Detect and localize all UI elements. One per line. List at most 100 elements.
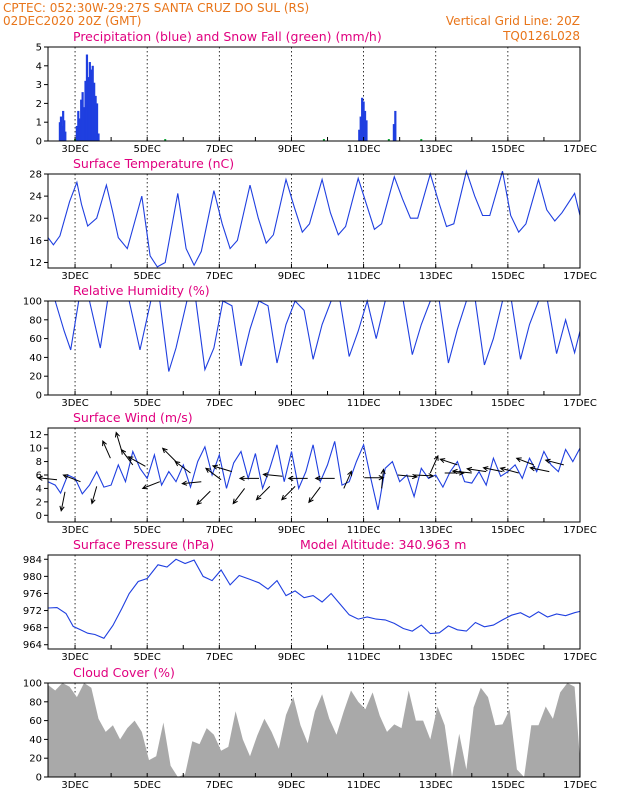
cloud-panel bbox=[44, 682, 581, 778]
pressure-y-tick-label: 964 bbox=[23, 640, 42, 651]
wind-arrow bbox=[127, 456, 146, 467]
precip-y-tick-label: 4 bbox=[36, 61, 42, 72]
pressure-note: Model Altitude: 340.963 m bbox=[300, 537, 466, 552]
pressure-y-tick-label: 984 bbox=[23, 555, 42, 566]
cloud-title: Cloud Cover (%) bbox=[73, 665, 175, 680]
cloud-x-tick-label: 15DEC bbox=[491, 780, 525, 791]
precip-x-tick-label: 5DEC bbox=[133, 144, 160, 155]
precip-bar bbox=[358, 129, 361, 141]
precip-x-tick-label: 15DEC bbox=[491, 144, 525, 155]
precip-bar bbox=[88, 62, 91, 141]
precip-bar bbox=[82, 107, 86, 141]
precip-x-tick-label: 3DEC bbox=[61, 144, 88, 155]
cloud-x-tick-label: 7DEC bbox=[206, 780, 233, 791]
cloud-y-tick-label: 0 bbox=[36, 773, 42, 784]
wind-arrow bbox=[262, 472, 283, 478]
wind-arrow bbox=[466, 466, 487, 473]
wind-panel bbox=[36, 427, 581, 523]
snow-bar bbox=[322, 139, 325, 141]
temp-x-tick-label: 11DEC bbox=[347, 271, 381, 282]
wind-y-tick-label: 4 bbox=[36, 484, 42, 495]
wind-arrow bbox=[141, 481, 160, 490]
precip-bar bbox=[365, 120, 368, 141]
cloud-y-tick-label: 80 bbox=[29, 697, 42, 708]
precip-bar bbox=[84, 80, 87, 141]
wind-arrow bbox=[314, 475, 335, 481]
wind-arrow bbox=[161, 447, 177, 462]
rh-y-tick-label: 40 bbox=[29, 353, 42, 364]
precip-bar bbox=[91, 65, 94, 141]
wind-arrow bbox=[544, 458, 564, 466]
wind-x-tick-label: 11DEC bbox=[347, 525, 381, 536]
precip-bar bbox=[87, 77, 90, 141]
cloud-x-tick-label: 13DEC bbox=[419, 780, 453, 791]
precip-x-tick-label: 9DEC bbox=[278, 144, 305, 155]
wind-arrow bbox=[499, 466, 519, 474]
wind-arrow bbox=[238, 475, 259, 481]
header-date: 02DEC2020 20Z (GMT) bbox=[3, 14, 141, 28]
wind-arrow bbox=[62, 474, 81, 483]
header-grid-note: Vertical Grid Line: 20Z bbox=[446, 14, 580, 28]
precip-title: Precipitation (blue) and Snow Fall (gree… bbox=[73, 29, 382, 44]
temp-x-tick-label: 17DEC bbox=[563, 271, 597, 282]
wind-x-tick-label: 7DEC bbox=[206, 525, 233, 536]
wind-arrow bbox=[280, 486, 296, 501]
rh-x-tick-label: 3DEC bbox=[61, 398, 88, 409]
precip-y-tick-label: 5 bbox=[36, 43, 42, 54]
precip-bar bbox=[85, 54, 89, 141]
wind-arrow bbox=[308, 486, 321, 504]
temp-title: Surface Temperature (nC) bbox=[73, 156, 234, 171]
temp-panel bbox=[44, 169, 581, 269]
precip-y-tick-label: 2 bbox=[36, 99, 42, 110]
pressure-panel bbox=[44, 554, 581, 650]
rh-x-tick-label: 9DEC bbox=[278, 398, 305, 409]
rh-x-tick-label: 15DEC bbox=[491, 398, 525, 409]
wind-arrow bbox=[529, 466, 550, 473]
wind-x-tick-label: 17DEC bbox=[563, 525, 597, 536]
wind-arrow bbox=[429, 454, 439, 474]
temp-x-tick-label: 15DEC bbox=[491, 271, 525, 282]
pressure-x-tick-label: 15DEC bbox=[491, 652, 525, 663]
temp-series-line bbox=[47, 169, 581, 268]
rh-y-tick-label: 20 bbox=[29, 372, 42, 383]
precip-x-tick-label: 17DEC bbox=[563, 144, 597, 155]
cloud-cover-area bbox=[48, 683, 580, 777]
wind-arrow bbox=[90, 486, 98, 505]
pressure-x-tick-label: 9DEC bbox=[278, 652, 305, 663]
cloud-y-tick-label: 60 bbox=[29, 716, 42, 727]
rh-frame bbox=[47, 300, 581, 396]
temp-y-tick-label: 12 bbox=[29, 258, 42, 269]
wind-arrow bbox=[59, 491, 66, 512]
wind-arrow bbox=[439, 458, 458, 466]
pressure-y-tick-label: 980 bbox=[23, 572, 42, 583]
temp-y-tick-label: 20 bbox=[29, 214, 42, 225]
pressure-x-tick-label: 7DEC bbox=[206, 652, 233, 663]
cloud-frame bbox=[47, 682, 581, 778]
rh-y-tick-label: 100 bbox=[23, 297, 42, 308]
wind-arrow bbox=[174, 460, 191, 474]
precip-bar bbox=[362, 101, 365, 141]
wind-x-tick-label: 9DEC bbox=[278, 525, 305, 536]
precip-bar bbox=[80, 99, 83, 141]
wind-arrow bbox=[232, 488, 245, 505]
precip-bar bbox=[75, 125, 78, 141]
temp-frame bbox=[47, 173, 581, 269]
wind-arrow bbox=[482, 466, 503, 473]
wind-arrow bbox=[380, 468, 386, 489]
precip-bar bbox=[81, 92, 84, 141]
wind-arrow bbox=[343, 470, 352, 489]
pressure-x-tick-label: 3DEC bbox=[61, 652, 88, 663]
snow-bar bbox=[164, 139, 167, 141]
pressure-y-tick-label: 972 bbox=[23, 606, 42, 617]
pressure-x-tick-label: 5DEC bbox=[133, 652, 160, 663]
wind-y-tick-label: 8 bbox=[36, 457, 42, 468]
rh-x-tick-label: 11DEC bbox=[347, 398, 381, 409]
precip-y-tick-label: 3 bbox=[36, 80, 42, 91]
snow-bar bbox=[387, 139, 390, 141]
wind-y-tick-label: 0 bbox=[36, 511, 42, 522]
wind-arrow bbox=[397, 473, 419, 480]
cloud-x-tick-label: 3DEC bbox=[61, 780, 88, 791]
pressure-title: Surface Pressure (hPa) bbox=[73, 537, 214, 552]
precip-bar bbox=[95, 103, 99, 141]
header-model-code: TQ0126L028 bbox=[502, 29, 580, 43]
